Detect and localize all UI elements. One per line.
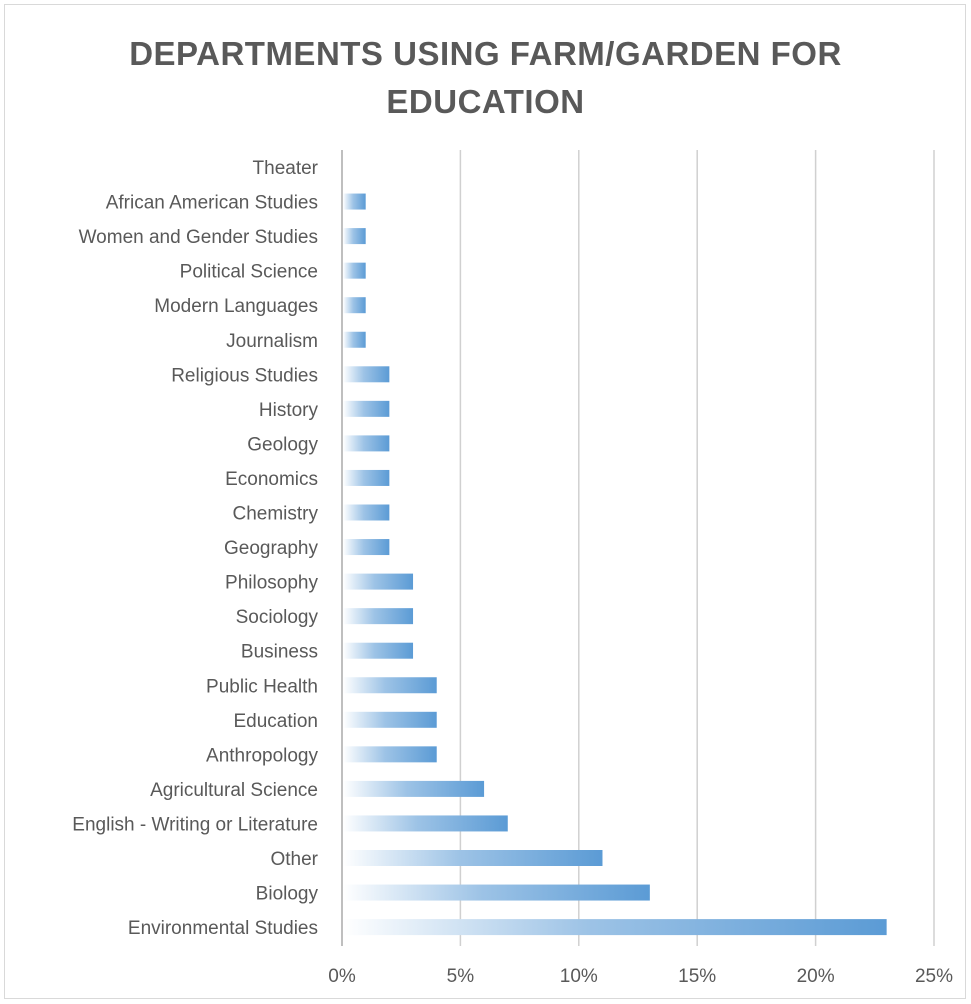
category-label: Biology [256,884,319,905]
bar [343,884,650,901]
chart-title-line-2: EDUCATION [386,83,585,120]
category-label: Anthropology [206,745,318,766]
category-labels: Theater African American Studies Women and… [72,158,318,939]
chart-frame [4,4,966,999]
bar [343,228,366,245]
chart-title-line-1: DEPARTMENTS USING FARM/GARDEN FOR [129,35,842,72]
category-label: Public Health [206,676,318,697]
category-label: English - Writing or Literature [72,814,318,835]
category-label: Education [233,711,318,732]
category-label: Political Science [180,262,318,283]
category-label: Geography [224,538,319,559]
bar [343,504,390,521]
category-label: Business [241,642,318,663]
bar [343,366,390,383]
bar [343,850,603,866]
bar [343,193,366,210]
category-label: Environmental Studies [128,918,318,939]
category-label: Modern Languages [154,296,318,317]
category-label: Sociology [236,607,319,628]
bar [343,331,366,348]
bar [343,815,508,832]
category-label: Agricultural Science [150,780,318,801]
bar [343,469,390,486]
bar [343,919,887,936]
x-axis-tick-labels: 0% 5% 10% 15% 20% 25% [328,966,953,987]
x-tick-label: 15% [678,966,716,987]
category-label: Economics [225,469,318,490]
bar [343,297,366,314]
bar [343,642,414,659]
category-label: Theater [253,158,319,179]
chart-title: DEPARTMENTS USING FARM/GARDEN FOR EDUCAT… [0,30,971,126]
bar [343,677,437,694]
x-tick-label: 10% [560,966,598,987]
bar [343,262,366,279]
category-label: Philosophy [225,573,318,594]
category-label: Journalism [226,331,318,352]
bar [343,746,437,763]
bar [343,573,414,590]
category-label: Geology [247,434,318,455]
category-label: Women and Gender Studies [79,227,318,248]
bar [343,608,414,625]
x-tick-label: 20% [797,966,835,987]
x-tick-label: 5% [447,966,475,987]
category-label: Religious Studies [171,365,318,386]
bar [343,780,485,797]
x-tick-label: 0% [328,966,356,987]
category-label: Chemistry [232,504,318,525]
category-label: African American Studies [106,193,318,214]
bar [343,539,390,556]
category-label: Other [270,849,318,870]
bar [343,435,390,452]
category-label: History [259,400,319,421]
bar [343,400,390,417]
bars [343,193,887,936]
x-tick-label: 25% [915,966,953,987]
gridlines [341,150,935,946]
bar [343,711,437,728]
